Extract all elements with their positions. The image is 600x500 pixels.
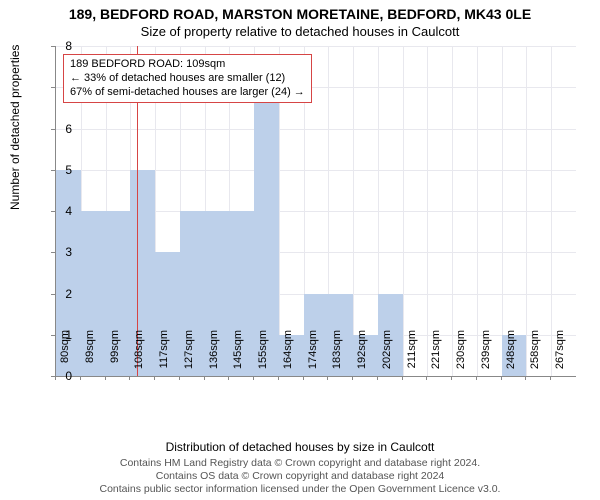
x-tick-mark [303, 376, 304, 380]
chart-container: 189, BEDFORD ROAD, MARSTON MORETAINE, BE… [0, 0, 600, 500]
y-tick-mark [51, 335, 55, 336]
x-tick-label: 89sqm [84, 330, 96, 380]
x-tick-label: 174sqm [307, 330, 319, 380]
x-tick-mark [377, 376, 378, 380]
y-tick-mark [51, 46, 55, 47]
grid-line-v [502, 46, 503, 376]
y-tick-mark [51, 211, 55, 212]
x-tick-label: 136sqm [208, 330, 220, 380]
x-tick-label: 192sqm [356, 330, 368, 380]
x-tick-mark [278, 376, 279, 380]
grid-line-v [551, 46, 552, 376]
annotation-line: 189 BEDFORD ROAD: 109sqm [70, 58, 305, 72]
x-tick-label: 108sqm [133, 330, 145, 380]
x-tick-mark [501, 376, 502, 380]
x-tick-label: 258sqm [529, 330, 541, 380]
y-tick-mark [51, 87, 55, 88]
grid-line-v [477, 46, 478, 376]
grid-line-v [353, 46, 354, 376]
x-tick-mark [352, 376, 353, 380]
grid-line-v [427, 46, 428, 376]
x-tick-mark [451, 376, 452, 380]
x-tick-label: 164sqm [282, 330, 294, 380]
x-tick-mark [105, 376, 106, 380]
x-tick-label: 99sqm [109, 330, 121, 380]
x-tick-mark [327, 376, 328, 380]
grid-line-v [403, 46, 404, 376]
y-tick-mark [51, 129, 55, 130]
grid-line-v [452, 46, 453, 376]
footer-line3: Contains public sector information licen… [0, 483, 600, 496]
x-tick-mark [550, 376, 551, 380]
y-tick-mark [51, 294, 55, 295]
y-axis-label: Number of detached properties [8, 45, 22, 210]
x-tick-mark [154, 376, 155, 380]
grid-line-h [56, 46, 576, 47]
annotation-line: 67% of semi-detached houses are larger (… [70, 86, 305, 100]
footer-line2: Contains OS data © Crown copyright and d… [0, 470, 600, 483]
x-tick-label: 183sqm [331, 330, 343, 380]
x-tick-label: 145sqm [232, 330, 244, 380]
x-tick-label: 239sqm [480, 330, 492, 380]
x-tick-label: 211sqm [406, 330, 418, 380]
y-tick-label: 8 [54, 39, 72, 53]
x-axis-label: Distribution of detached houses by size … [0, 440, 600, 454]
x-tick-label: 202sqm [381, 330, 393, 380]
x-tick-mark [80, 376, 81, 380]
y-tick-mark [51, 170, 55, 171]
y-tick-label: 4 [54, 204, 72, 218]
x-tick-mark [228, 376, 229, 380]
x-tick-mark [204, 376, 205, 380]
footer: Contains HM Land Registry data © Crown c… [0, 457, 600, 496]
x-tick-mark [402, 376, 403, 380]
x-tick-label: 127sqm [183, 330, 195, 380]
x-tick-label: 117sqm [158, 330, 170, 380]
title-address: 189, BEDFORD ROAD, MARSTON MORETAINE, BE… [0, 0, 600, 22]
x-tick-label: 80sqm [59, 330, 71, 380]
x-tick-mark [55, 376, 56, 380]
y-tick-label: 2 [54, 287, 72, 301]
x-tick-label: 155sqm [257, 330, 269, 380]
annotation-line: ← 33% of detached houses are smaller (12… [70, 72, 305, 86]
y-tick-label: 6 [54, 122, 72, 136]
x-tick-mark [426, 376, 427, 380]
footer-line1: Contains HM Land Registry data © Crown c… [0, 457, 600, 470]
x-tick-mark [129, 376, 130, 380]
x-tick-mark [253, 376, 254, 380]
x-tick-label: 230sqm [455, 330, 467, 380]
x-tick-mark [525, 376, 526, 380]
y-tick-mark [51, 252, 55, 253]
x-tick-label: 267sqm [554, 330, 566, 380]
title-subtitle: Size of property relative to detached ho… [0, 22, 600, 39]
x-tick-mark [179, 376, 180, 380]
grid-line-h [56, 129, 576, 130]
annotation-box: 189 BEDFORD ROAD: 109sqm← 33% of detache… [63, 54, 312, 103]
grid-line-v [526, 46, 527, 376]
y-tick-label: 5 [54, 163, 72, 177]
x-tick-label: 248sqm [505, 330, 517, 380]
x-tick-mark [476, 376, 477, 380]
y-tick-label: 3 [54, 245, 72, 259]
x-tick-label: 221sqm [430, 330, 442, 380]
